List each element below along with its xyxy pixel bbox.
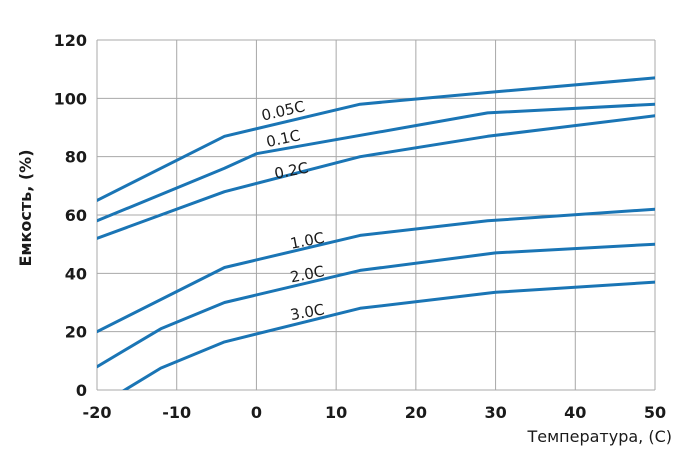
- x-tick-label: 50: [644, 403, 666, 422]
- y-tick-label: 100: [54, 89, 87, 108]
- x-tick-label: -20: [83, 403, 112, 422]
- series-label: 2.0C: [289, 262, 326, 286]
- x-tick-label: 40: [564, 403, 586, 422]
- y-tick-label: 40: [65, 264, 87, 283]
- y-tick-label: 120: [54, 31, 87, 50]
- x-tick-label: -10: [162, 403, 191, 422]
- series-line-0-1C: [97, 102, 655, 223]
- series-label: 0.2C: [273, 159, 310, 183]
- series-label: 0.05C: [260, 97, 307, 124]
- y-tick-label: 80: [65, 148, 87, 167]
- series-group: [97, 76, 655, 390]
- y-tick-label: 60: [65, 206, 87, 225]
- tick-labels: -20 -10 0 10 20 30 40 50 0 20 40 60 80 100 120: [54, 31, 667, 422]
- series-label: 1.0C: [289, 229, 326, 253]
- x-tick-label: 0: [251, 403, 262, 422]
- grid: [96, 39, 656, 391]
- series-line-3-0C: [121, 280, 655, 390]
- y-tick-label: 0: [76, 381, 87, 400]
- y-axis-title: Емкость, (%): [16, 149, 35, 266]
- series-label: 3.0C: [289, 300, 326, 324]
- series-line-2-0C: [97, 242, 655, 369]
- x-tick-label: 10: [325, 403, 347, 422]
- x-tick-label: 20: [405, 403, 427, 422]
- series-line-0-2C: [97, 114, 655, 240]
- y-tick-label: 20: [65, 323, 87, 342]
- x-axis-title: Температура, (С): [526, 427, 672, 446]
- series-line-0-05C: [97, 76, 655, 202]
- x-tick-label: 30: [484, 403, 506, 422]
- series-line-1-0C: [97, 207, 655, 334]
